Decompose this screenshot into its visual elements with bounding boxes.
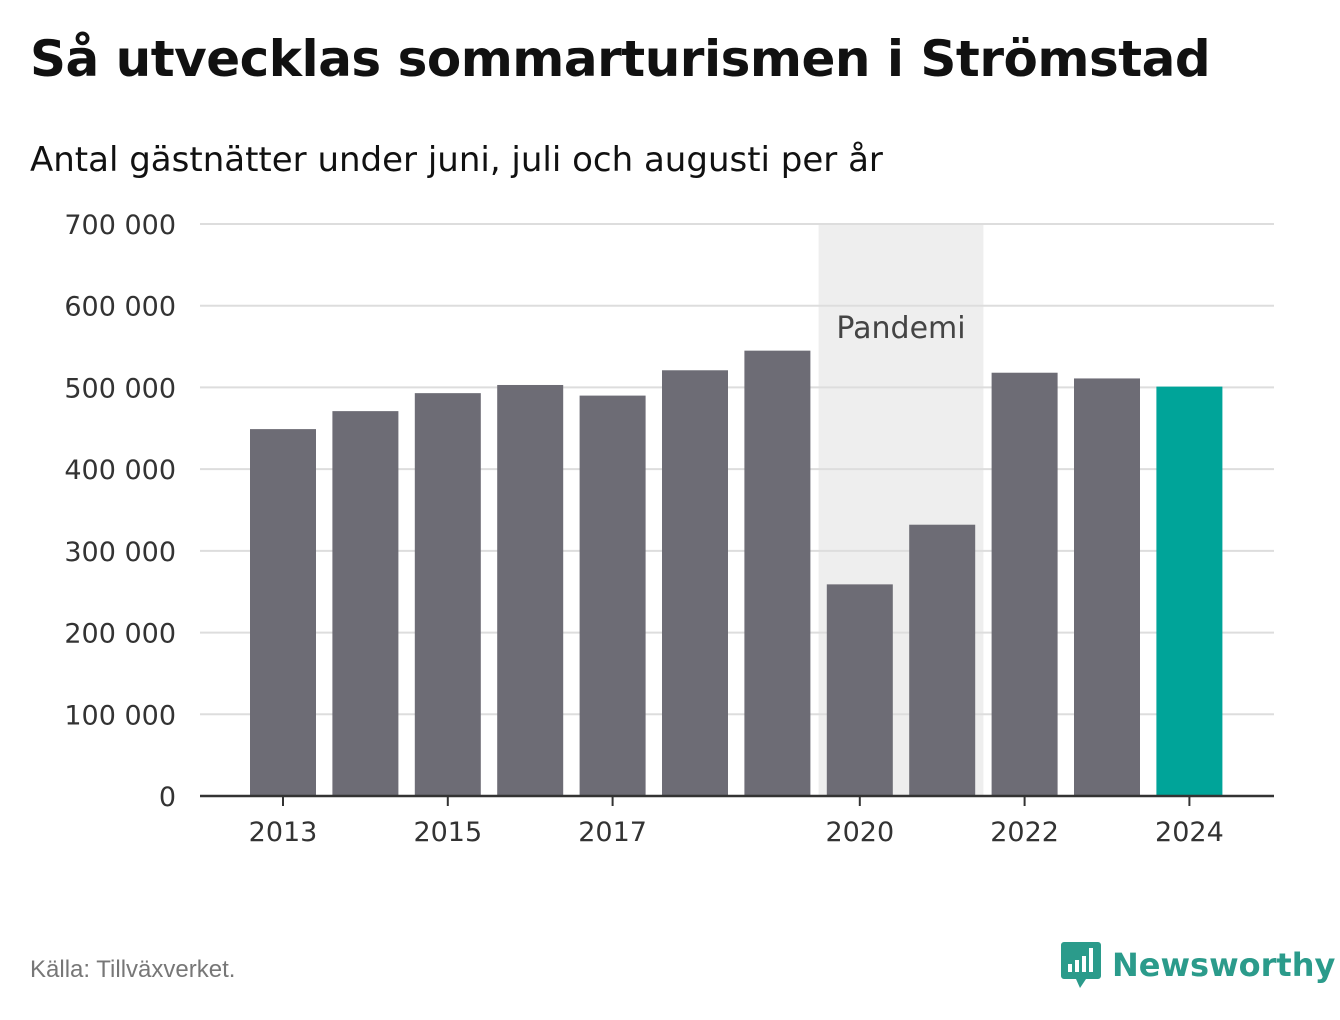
- bar-2015: [414, 393, 481, 796]
- brand-logo: Newsworthy: [1060, 940, 1335, 990]
- y-tick-label: 700 000: [64, 210, 176, 241]
- bar-2022: [991, 372, 1058, 796]
- y-tick-label: 500 000: [64, 373, 176, 404]
- bar-2017: [579, 395, 646, 796]
- pandemic-label: Pandemi: [836, 311, 965, 346]
- x-tick-label: 2020: [825, 817, 894, 848]
- y-tick-label: 300 000: [64, 537, 176, 568]
- bar-2023: [1074, 378, 1140, 796]
- bar-2014: [332, 411, 399, 796]
- chart-subtitle: Antal gästnätter under juni, juli och au…: [30, 140, 883, 180]
- y-tick-label: 100 000: [64, 700, 176, 731]
- bar-2016: [497, 384, 564, 796]
- y-tick-label: 0: [159, 782, 176, 813]
- x-tick-label: 2022: [990, 817, 1059, 848]
- bar-chart: Pandemi 0 100 000 200 000 300 000 400 000 500 …: [64, 210, 1274, 848]
- source-note: Källa: Tillväxverket.: [30, 956, 236, 983]
- chart-title: Så utvecklas sommarturismen i Strömstad: [30, 30, 1211, 88]
- bar-2024: [1156, 386, 1223, 796]
- x-tick-label: 2024: [1155, 817, 1224, 848]
- bar-2021: [909, 524, 976, 796]
- x-tick-label: 2017: [578, 817, 647, 848]
- y-tick-label: 200 000: [64, 619, 176, 650]
- newsworthy-logo-icon: [1061, 942, 1101, 988]
- bar-2019: [744, 350, 811, 796]
- bar-2018: [662, 370, 728, 796]
- bar-2013: [250, 429, 316, 796]
- y-tick-label: 600 000: [64, 292, 176, 323]
- brand-name: Newsworthy: [1112, 946, 1336, 984]
- x-tick-label: 2015: [413, 817, 482, 848]
- bar-2020: [826, 584, 893, 796]
- x-tick-label: 2013: [249, 817, 318, 848]
- y-tick-label: 400 000: [64, 455, 176, 486]
